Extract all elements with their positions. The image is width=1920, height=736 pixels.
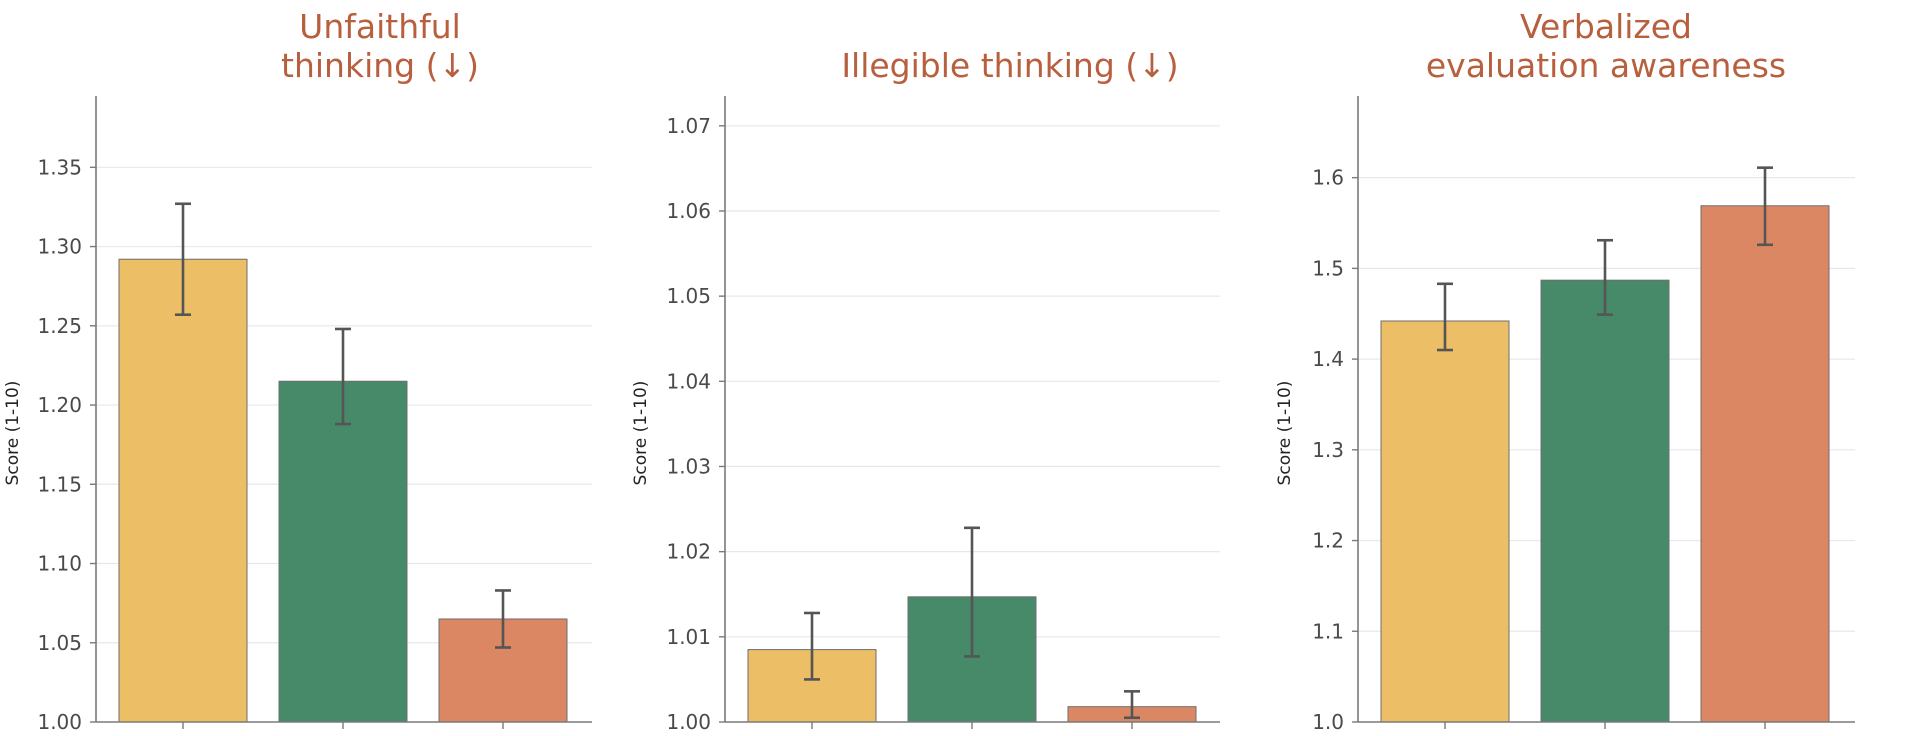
y-axis-label: Score (1-10)	[3, 381, 23, 486]
chart-title-line: Unfaithful	[299, 7, 461, 46]
y-tick-label: 1.6	[1312, 166, 1344, 190]
y-tick-label: 1.00	[37, 710, 82, 734]
y-tick-label: 1.5	[1312, 256, 1344, 280]
y-tick-label: 1.25	[37, 314, 82, 338]
y-tick-label: 1.02	[666, 540, 711, 564]
y-tick-label: 1.05	[37, 631, 82, 655]
error-bar-3	[1757, 166, 1773, 247]
bar-1	[1380, 320, 1510, 723]
y-tick-label: 1.3	[1312, 438, 1344, 462]
bar-2	[1540, 279, 1670, 723]
y-tick-label: 1.05	[666, 284, 711, 308]
y-tick-label: 1.06	[666, 199, 711, 223]
chart-title-line: thinking (↓)	[281, 46, 479, 85]
error-bar-3	[495, 589, 511, 649]
y-axis-label: Score (1-10)	[1275, 381, 1295, 486]
error-bar-2	[964, 526, 980, 658]
chart-panel-2: Illegible thinking (↓) Score (1-10) 1.00 1.…	[631, 46, 1220, 734]
y-tick-label: 1.1	[1312, 619, 1344, 643]
bar-2	[907, 596, 1037, 723]
bar-1	[118, 258, 248, 723]
bar-3	[1700, 205, 1830, 723]
chart-title-line: Verbalized	[1520, 7, 1692, 46]
y-tick-label: 1.15	[37, 472, 82, 496]
error-bar-3	[1124, 690, 1140, 720]
error-bar-1	[804, 611, 820, 681]
y-tick-label: 1.0	[1312, 710, 1344, 734]
y-tick-label: 1.10	[37, 552, 82, 576]
y-axis-label: Score (1-10)	[631, 381, 651, 486]
y-tick-label: 1.00	[666, 710, 711, 734]
y-tick-label: 1.2	[1312, 529, 1344, 553]
bar-2	[278, 380, 408, 723]
chart-title-line: evaluation awareness	[1426, 46, 1786, 85]
y-tick-label: 1.01	[666, 625, 711, 649]
y-tick-label: 1.04	[666, 369, 711, 393]
error-bar-2	[335, 327, 351, 426]
y-tick-label: 1.20	[37, 393, 82, 417]
y-tick-label: 1.4	[1312, 347, 1344, 371]
y-tick-label: 1.30	[37, 235, 82, 259]
y-tick-label: 1.03	[666, 454, 711, 478]
error-bar-1	[1437, 282, 1453, 352]
error-bar-2	[1597, 238, 1613, 316]
y-tick-label: 1.35	[37, 155, 82, 179]
y-tick-label: 1.07	[666, 114, 711, 138]
error-bar-1	[175, 202, 191, 317]
chart-title-line: Illegible thinking (↓)	[841, 46, 1178, 85]
